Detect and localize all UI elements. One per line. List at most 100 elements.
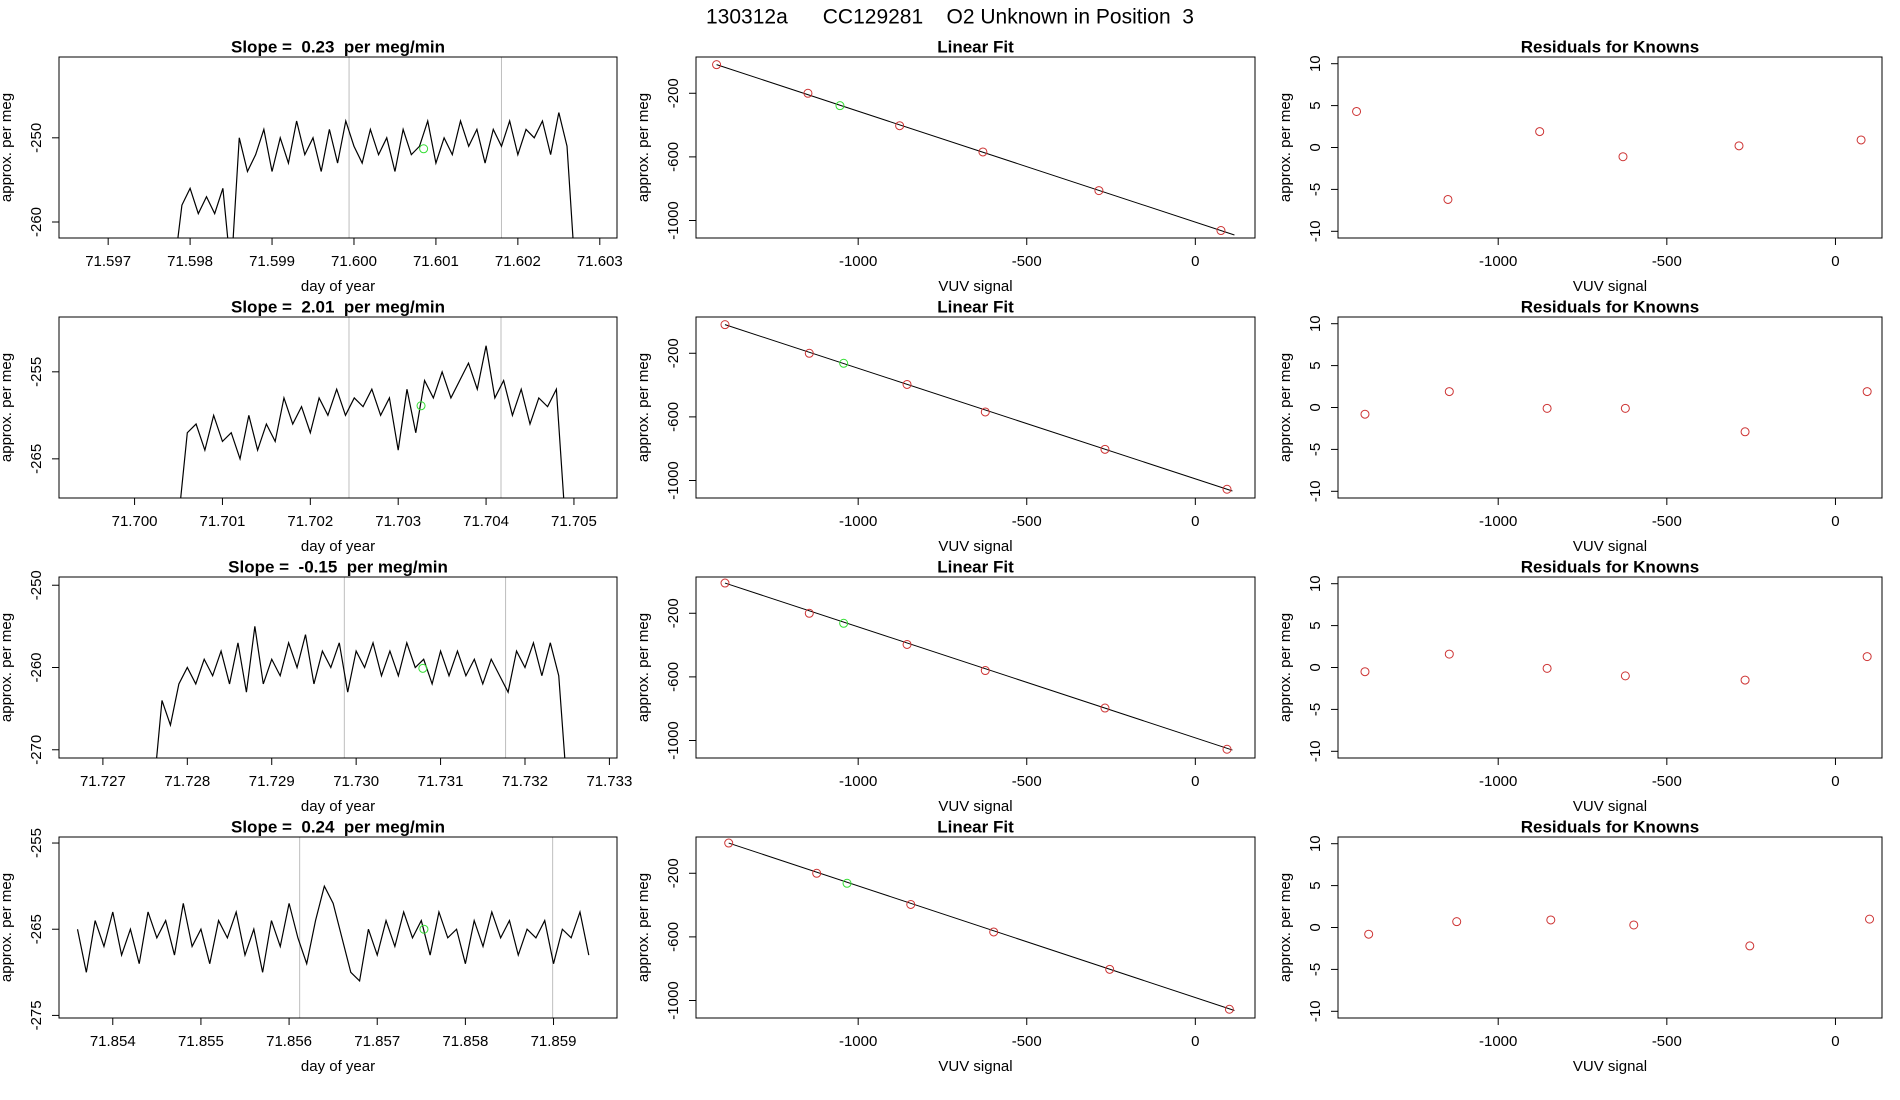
x-tick-label: -1000 [1479,1033,1517,1050]
x-axis-label: VUV signal [938,798,1012,815]
x-tick-label: -500 [1652,1033,1682,1050]
x-tick-label: 71.729 [249,773,295,790]
x-tick-label: 71.731 [418,773,464,790]
y-tick-label: 0 [1307,403,1324,411]
plot-area [177,57,574,238]
known-point [1542,663,1552,673]
figure-title: 130312a CC129281 O2 Unknown in Position … [706,6,1194,29]
plot-frame [1337,316,1883,499]
known-point [1100,703,1110,713]
y-tick-label: -265 [28,444,45,474]
panel-title: Slope = 2.01 per meg/min [231,297,445,316]
y-axis-label: approx. per meg [635,613,652,722]
y-tick-label: -260 [28,652,45,682]
fit-line [728,842,1235,1011]
unknown-point [839,618,849,628]
x-axis-label: VUV signal [1573,278,1647,295]
data-line [156,626,566,758]
x-tick-label: 71.728 [164,773,210,790]
known-point [1629,920,1639,930]
known-point [1452,917,1462,927]
x-tick-label: -500 [1652,513,1682,530]
y-axis-label: approx. per meg [0,93,15,202]
plot-area [76,837,590,1018]
y-tick-label: 10 [1307,55,1324,72]
y-axis-label: approx. per meg [635,353,652,462]
y-tick-label: -5 [1307,703,1324,716]
y-tick-label: -260 [28,207,45,237]
y-tick-label: -200 [665,78,682,108]
known-point [1542,403,1552,413]
plot-area [1364,914,1875,951]
y-tick-label: -200 [665,858,682,888]
x-tick-label: 71.857 [354,1033,400,1050]
x-axis-label: VUV signal [938,278,1012,295]
x-tick-label: 71.597 [85,253,131,270]
y-tick-label: 5 [1307,101,1324,109]
x-axis-label: day of year [301,538,375,555]
known-point [1364,929,1374,939]
known-point [1865,914,1875,924]
x-tick-label: 71.601 [413,253,459,270]
known-point [980,407,990,417]
known-point [906,899,916,909]
plot-area [720,578,1233,754]
x-tick-label: -1000 [839,513,877,530]
known-point [804,348,814,358]
x-tick-label: 71.598 [167,253,213,270]
x-tick-label: 71.858 [442,1033,488,1050]
known-point [1216,226,1226,236]
x-tick-label: -500 [1012,513,1042,530]
plot-area [1360,649,1872,685]
x-tick-label: 71.859 [531,1033,577,1050]
y-tick-label: -600 [665,402,682,432]
x-tick-label: 0 [1191,1033,1199,1050]
known-point [1862,387,1872,397]
fit-line [724,324,1233,492]
data-line [76,884,590,983]
panel-title: Residuals for Knowns [1521,297,1700,316]
y-tick-label: 0 [1307,923,1324,931]
y-axis-label: approx. per meg [0,613,15,722]
x-axis-label: day of year [301,278,375,295]
y-tick-label: 5 [1307,621,1324,629]
y-tick-label: -255 [28,357,45,387]
plot-frame [1337,836,1883,1019]
x-tick-label: 0 [1831,1033,1839,1050]
plot-frame [695,316,1256,499]
known-point [1224,1004,1234,1014]
x-axis-label: day of year [301,798,375,815]
known-point [989,927,999,937]
x-tick-label: -1000 [1479,773,1517,790]
known-point [1094,186,1104,196]
y-tick-label: -200 [665,598,682,628]
plot-frame [1337,576,1883,759]
y-axis-label: approx. per meg [1277,873,1294,982]
x-tick-label: 71.855 [178,1033,224,1050]
y-axis-label: approx. per meg [635,873,652,982]
known-point [1360,409,1370,419]
y-tick-label: 10 [1307,835,1324,852]
x-axis-label: VUV signal [938,538,1012,555]
panel-title: Linear Fit [937,297,1014,316]
x-tick-label: -1000 [839,1033,877,1050]
x-tick-label: 71.700 [112,513,158,530]
x-tick-label: -500 [1012,1033,1042,1050]
x-tick-label: 71.727 [80,773,126,790]
known-point [1360,667,1370,677]
x-axis-label: VUV signal [1573,1058,1647,1075]
y-tick-label: -5 [1307,443,1324,456]
known-point [1856,135,1866,145]
panel-title: Residuals for Knowns [1521,37,1700,56]
y-tick-label: -5 [1307,963,1324,976]
x-tick-label: 71.599 [249,253,295,270]
y-tick-label: -250 [28,123,45,153]
known-point [1745,941,1755,951]
x-tick-label: 71.702 [287,513,333,530]
x-tick-label: -1000 [1479,513,1517,530]
known-point [720,578,730,588]
panel-title: Slope = 0.23 per meg/min [231,37,445,56]
y-tick-label: -250 [28,570,45,600]
y-axis-label: approx. per meg [0,353,15,462]
mean-point [419,144,429,154]
